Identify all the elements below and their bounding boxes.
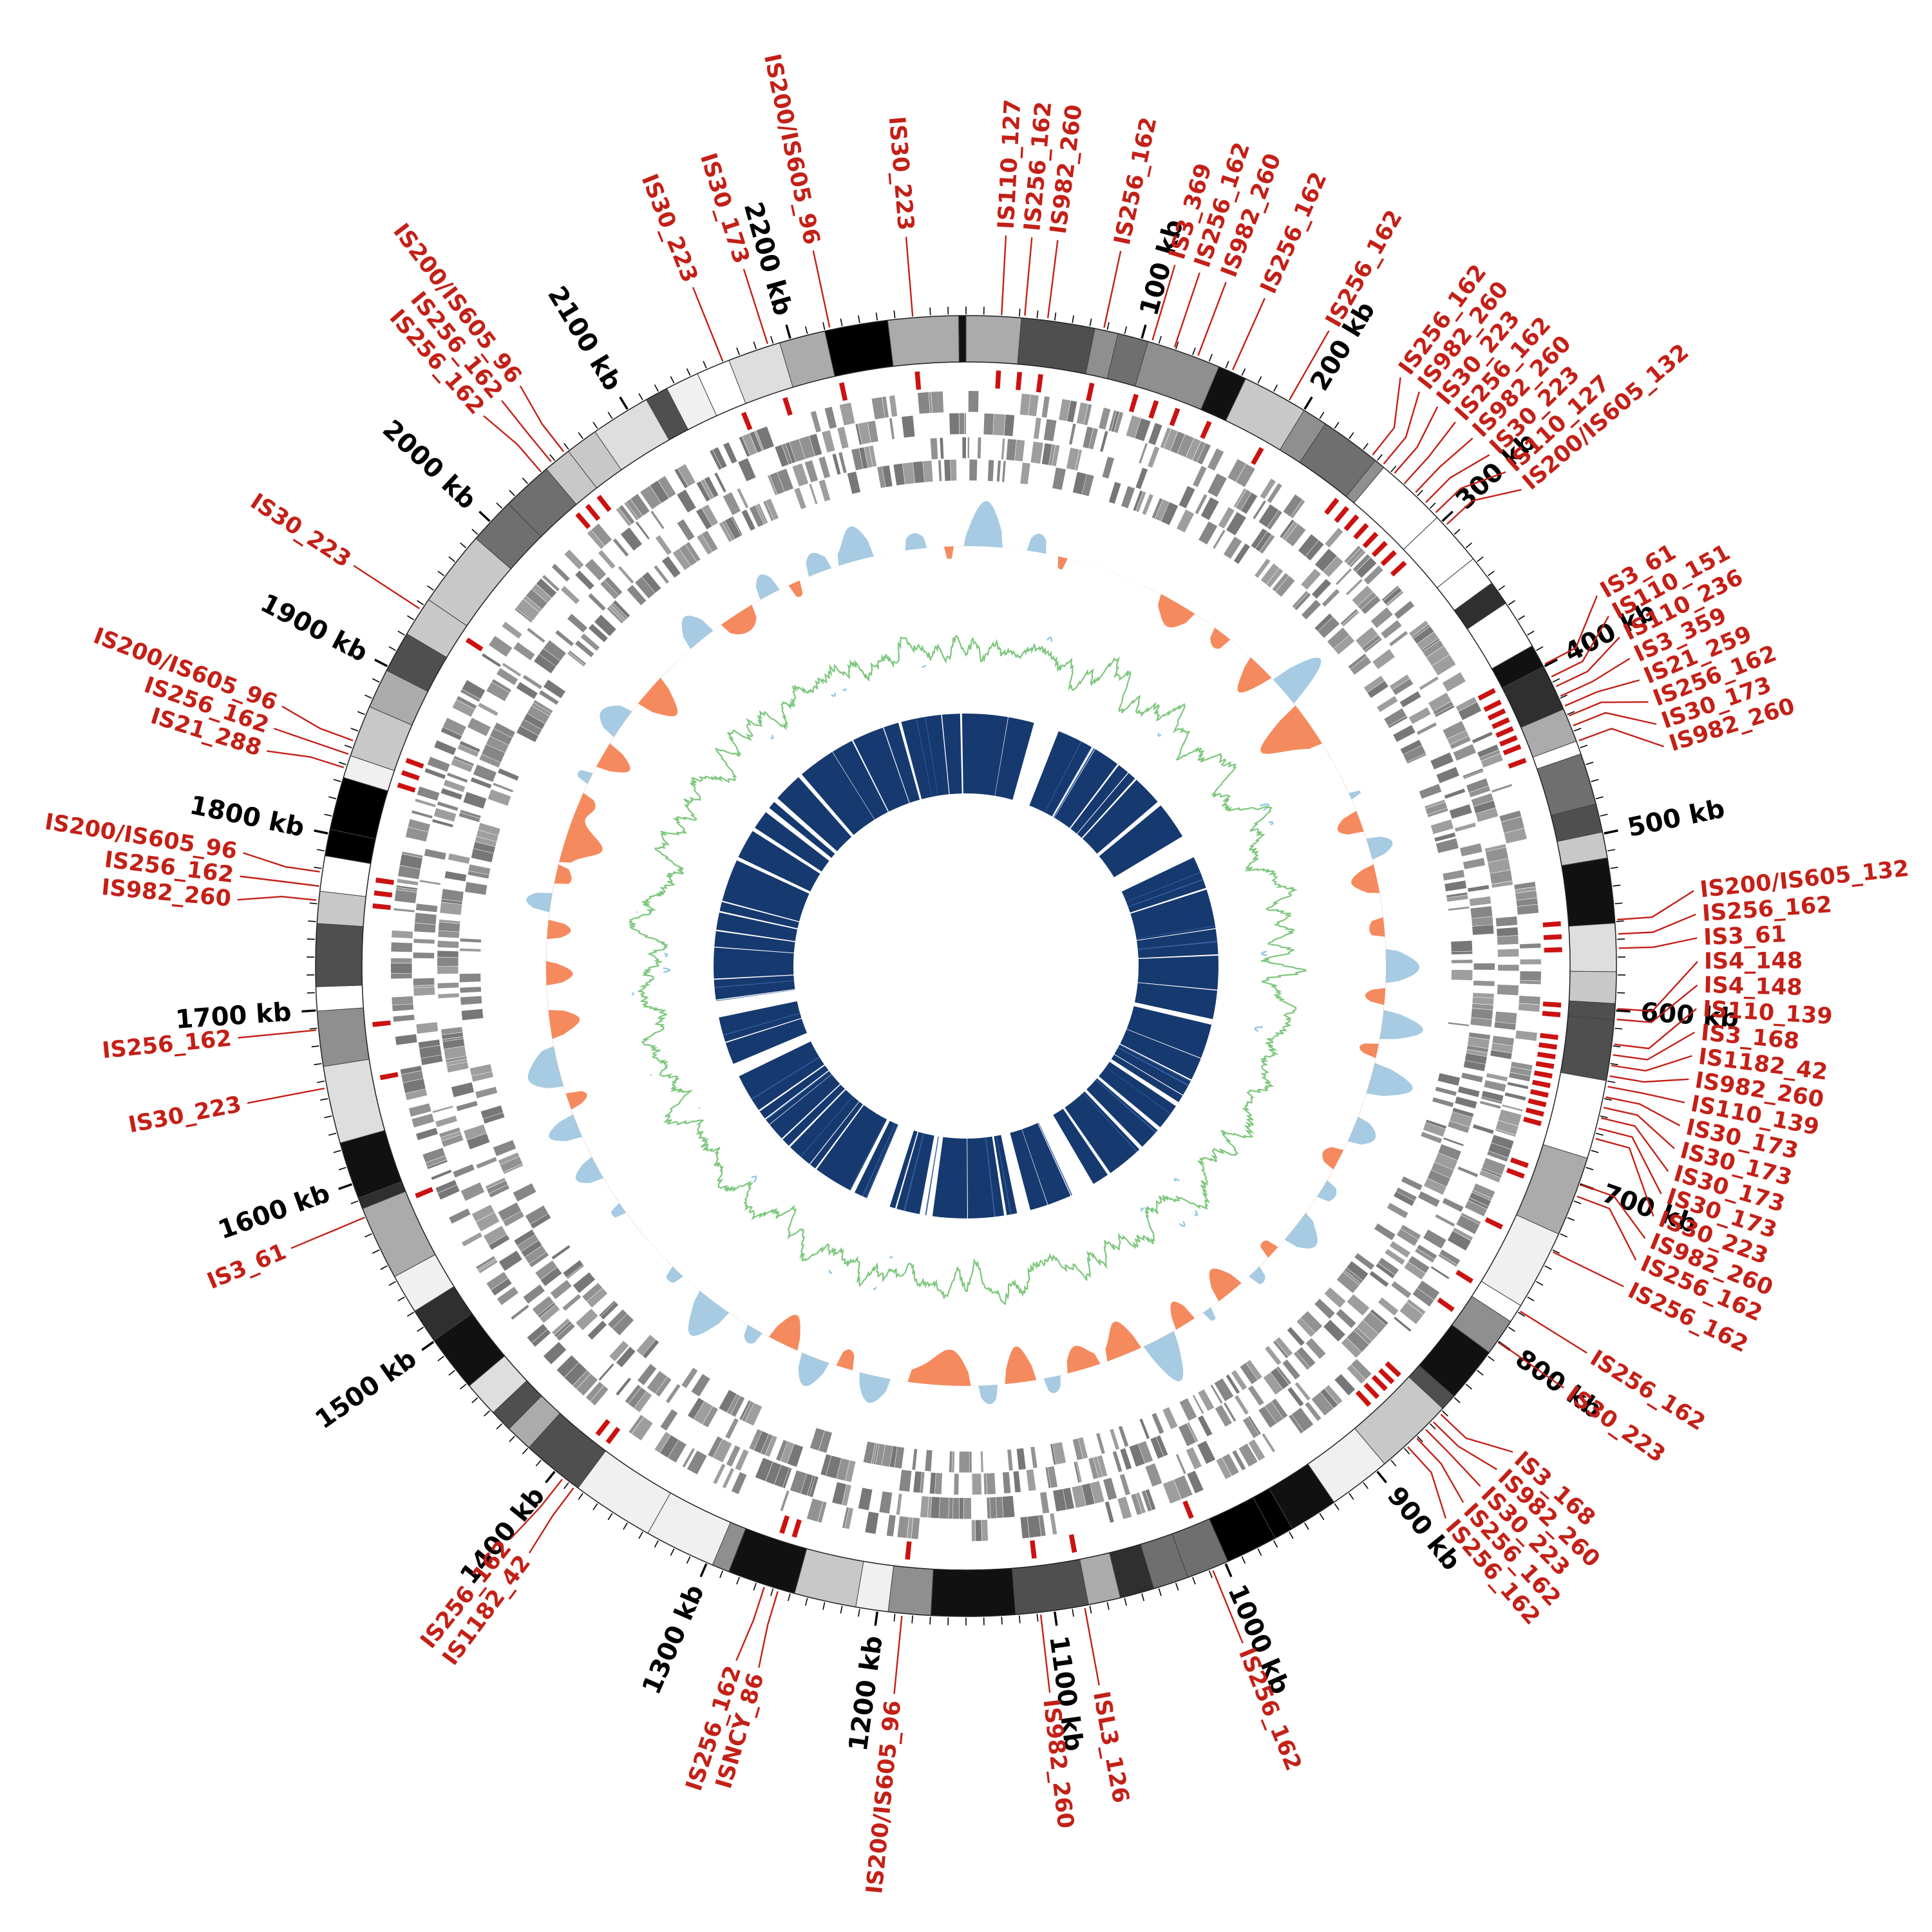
tick-label: 1500 kb (310, 1344, 422, 1435)
is-element-label: IS4_148 (1703, 972, 1803, 1001)
is-element-label: ISL3_126 (1088, 1689, 1133, 1805)
tick-label: 1600 kb (214, 1179, 334, 1245)
tick-label: 1900 kb (256, 588, 372, 668)
is-element-label: IS4_148 (1704, 948, 1803, 974)
is-element-label: IS256_162 (101, 1026, 233, 1065)
is-element-label: IS3_61 (204, 1239, 290, 1295)
tick-label: 500 kb (1625, 794, 1727, 843)
is-element-label: IS30_223 (245, 489, 355, 573)
tick-label: 1300 kb (637, 1580, 710, 1699)
is-element-label: IS30_223 (126, 1092, 243, 1139)
tick-label: 600 kb (1640, 998, 1739, 1034)
tick-label: 2100 kb (542, 281, 627, 396)
is-element-label: IS30_223 (884, 115, 918, 231)
is-element-label: IS256_162 (1110, 115, 1162, 247)
is-element-label: IS30_223 (636, 171, 703, 287)
tick-label: 2000 kb (377, 414, 482, 515)
is-element-label: IS3_61 (1703, 922, 1786, 951)
